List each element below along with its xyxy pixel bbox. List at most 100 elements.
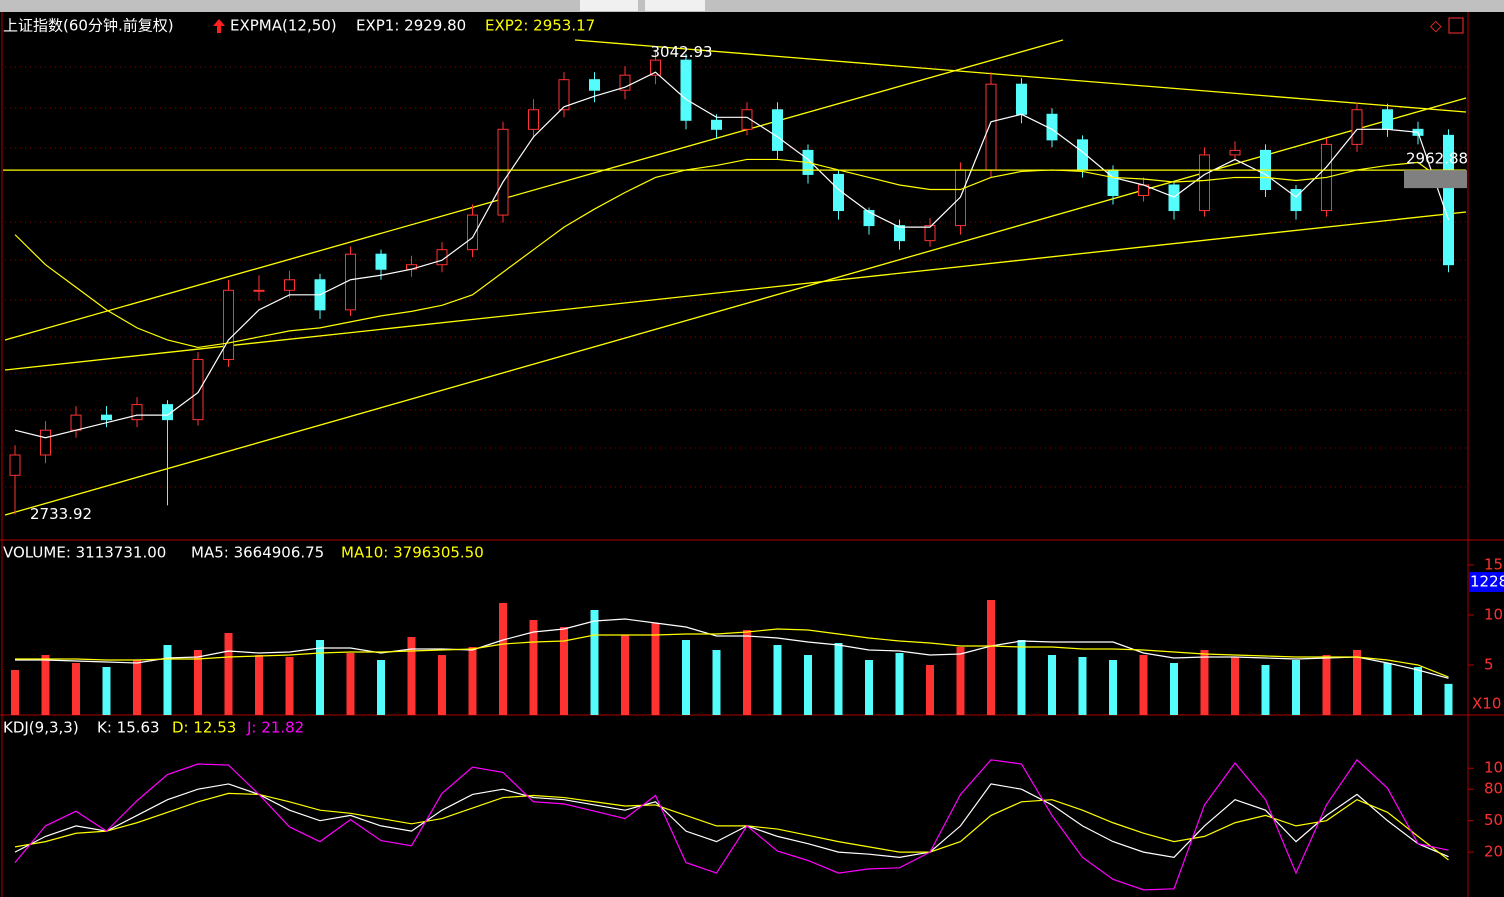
trend-lines bbox=[4, 39, 1467, 516]
min-label: 2733.92 bbox=[30, 505, 92, 523]
volume-bar bbox=[773, 645, 782, 715]
candle-body bbox=[101, 414, 112, 421]
chart-title: 上证指数(60分钟.前复权) bbox=[3, 17, 174, 35]
candle-body bbox=[253, 289, 265, 292]
y-tick-label: 10 bbox=[1484, 606, 1503, 624]
volume-bar bbox=[1322, 655, 1331, 715]
volume-bar bbox=[560, 627, 568, 715]
volume-bar bbox=[102, 667, 111, 715]
candle-body bbox=[131, 404, 143, 421]
candle-body bbox=[741, 109, 753, 130]
volume-bar bbox=[1109, 660, 1117, 715]
volume-bar bbox=[834, 643, 843, 715]
candle-body bbox=[40, 429, 51, 456]
candle-body bbox=[528, 109, 539, 130]
candle-body bbox=[1351, 109, 1363, 145]
candle-body bbox=[1382, 109, 1393, 130]
legend-entry: MA5: 3664906.75 bbox=[191, 544, 324, 562]
candle-body bbox=[711, 119, 722, 130]
volume-bar bbox=[682, 640, 690, 715]
candle-body bbox=[497, 128, 509, 216]
volume-bar bbox=[865, 660, 873, 715]
volume-bar bbox=[743, 630, 751, 715]
volume-bar bbox=[621, 635, 629, 715]
volume-bar bbox=[1292, 660, 1300, 715]
volume-bar bbox=[651, 623, 660, 715]
volume-bar bbox=[41, 655, 50, 715]
y-tick-label: 80 bbox=[1484, 780, 1503, 798]
y-tick-label: 15 bbox=[1484, 556, 1503, 574]
candle-body bbox=[192, 358, 204, 421]
legend-entry: J: 21.82 bbox=[246, 719, 304, 737]
candle-body bbox=[467, 214, 478, 251]
candle-body bbox=[558, 79, 570, 111]
arrow-icon bbox=[213, 19, 225, 33]
volume-bar bbox=[194, 650, 202, 715]
indicator-line bbox=[14, 158, 1449, 349]
volume-bar bbox=[255, 655, 263, 715]
volume-bar bbox=[133, 660, 141, 715]
indicator-line bbox=[14, 792, 1449, 861]
volume-bar bbox=[926, 665, 934, 715]
grid-dots bbox=[5, 66, 1466, 488]
candle-body bbox=[589, 79, 600, 91]
candle-body bbox=[985, 83, 997, 171]
candle-body bbox=[619, 74, 631, 91]
indicator-line bbox=[14, 758, 1449, 891]
price-badge bbox=[1404, 170, 1467, 189]
candle-body bbox=[1168, 184, 1180, 212]
volume-bar bbox=[468, 647, 477, 715]
max-label: 3042.93 bbox=[651, 43, 713, 61]
indicator-name: EXPMA(12,50) bbox=[230, 17, 337, 35]
y-tick-label: 20 bbox=[1484, 843, 1503, 861]
volume-bar bbox=[956, 647, 965, 715]
volume-bar bbox=[529, 620, 538, 715]
volume-bar bbox=[1383, 663, 1392, 715]
candle-body bbox=[772, 109, 783, 151]
volume-bar bbox=[1261, 665, 1270, 715]
volume-bar bbox=[1139, 655, 1148, 715]
axis-badge bbox=[1469, 572, 1504, 592]
candle-body bbox=[223, 289, 234, 360]
indicator-line bbox=[14, 71, 1450, 439]
volume-bar bbox=[1414, 667, 1422, 715]
volume-bar bbox=[1170, 663, 1178, 715]
tab[interactable] bbox=[580, 0, 638, 11]
axis-badge-label: 1228 bbox=[1470, 573, 1504, 591]
indicator-line bbox=[15, 618, 1449, 679]
volume-bar bbox=[316, 640, 324, 715]
volume-bar bbox=[1353, 650, 1361, 715]
volume-bar bbox=[895, 653, 904, 715]
candle-body bbox=[924, 225, 936, 242]
volume-bar bbox=[1048, 655, 1056, 715]
legend-entry: D: 12.53 bbox=[172, 719, 236, 737]
candle-body bbox=[9, 454, 21, 476]
candle-body bbox=[894, 225, 905, 242]
volume-bar bbox=[987, 600, 995, 715]
window-icon[interactable] bbox=[1448, 17, 1464, 34]
candle-body bbox=[284, 279, 295, 291]
candle-body bbox=[1016, 83, 1027, 115]
volume-bar bbox=[1200, 650, 1209, 715]
y-tick-label: 50 bbox=[1484, 811, 1503, 829]
volume-bar bbox=[285, 657, 294, 715]
volume-bar bbox=[407, 637, 416, 715]
candle-body bbox=[650, 59, 661, 76]
y-tick-label: 100 bbox=[1484, 759, 1504, 777]
volume-bar bbox=[346, 653, 355, 715]
candle-body bbox=[1229, 149, 1241, 156]
indicator-line bbox=[15, 628, 1449, 678]
volume-bar bbox=[712, 650, 721, 715]
volume-bar bbox=[224, 633, 233, 715]
volume-bar bbox=[1078, 657, 1087, 715]
y-tick-label: 5 bbox=[1484, 656, 1494, 674]
tab[interactable] bbox=[645, 0, 705, 11]
candle-body bbox=[375, 253, 387, 270]
candle-body bbox=[70, 414, 82, 431]
volume-bar bbox=[1017, 640, 1026, 715]
candle-body bbox=[1199, 154, 1210, 212]
tab-bar bbox=[0, 0, 1504, 12]
window-icon[interactable]: ◇ bbox=[1430, 17, 1442, 35]
candle-body bbox=[1443, 134, 1454, 266]
